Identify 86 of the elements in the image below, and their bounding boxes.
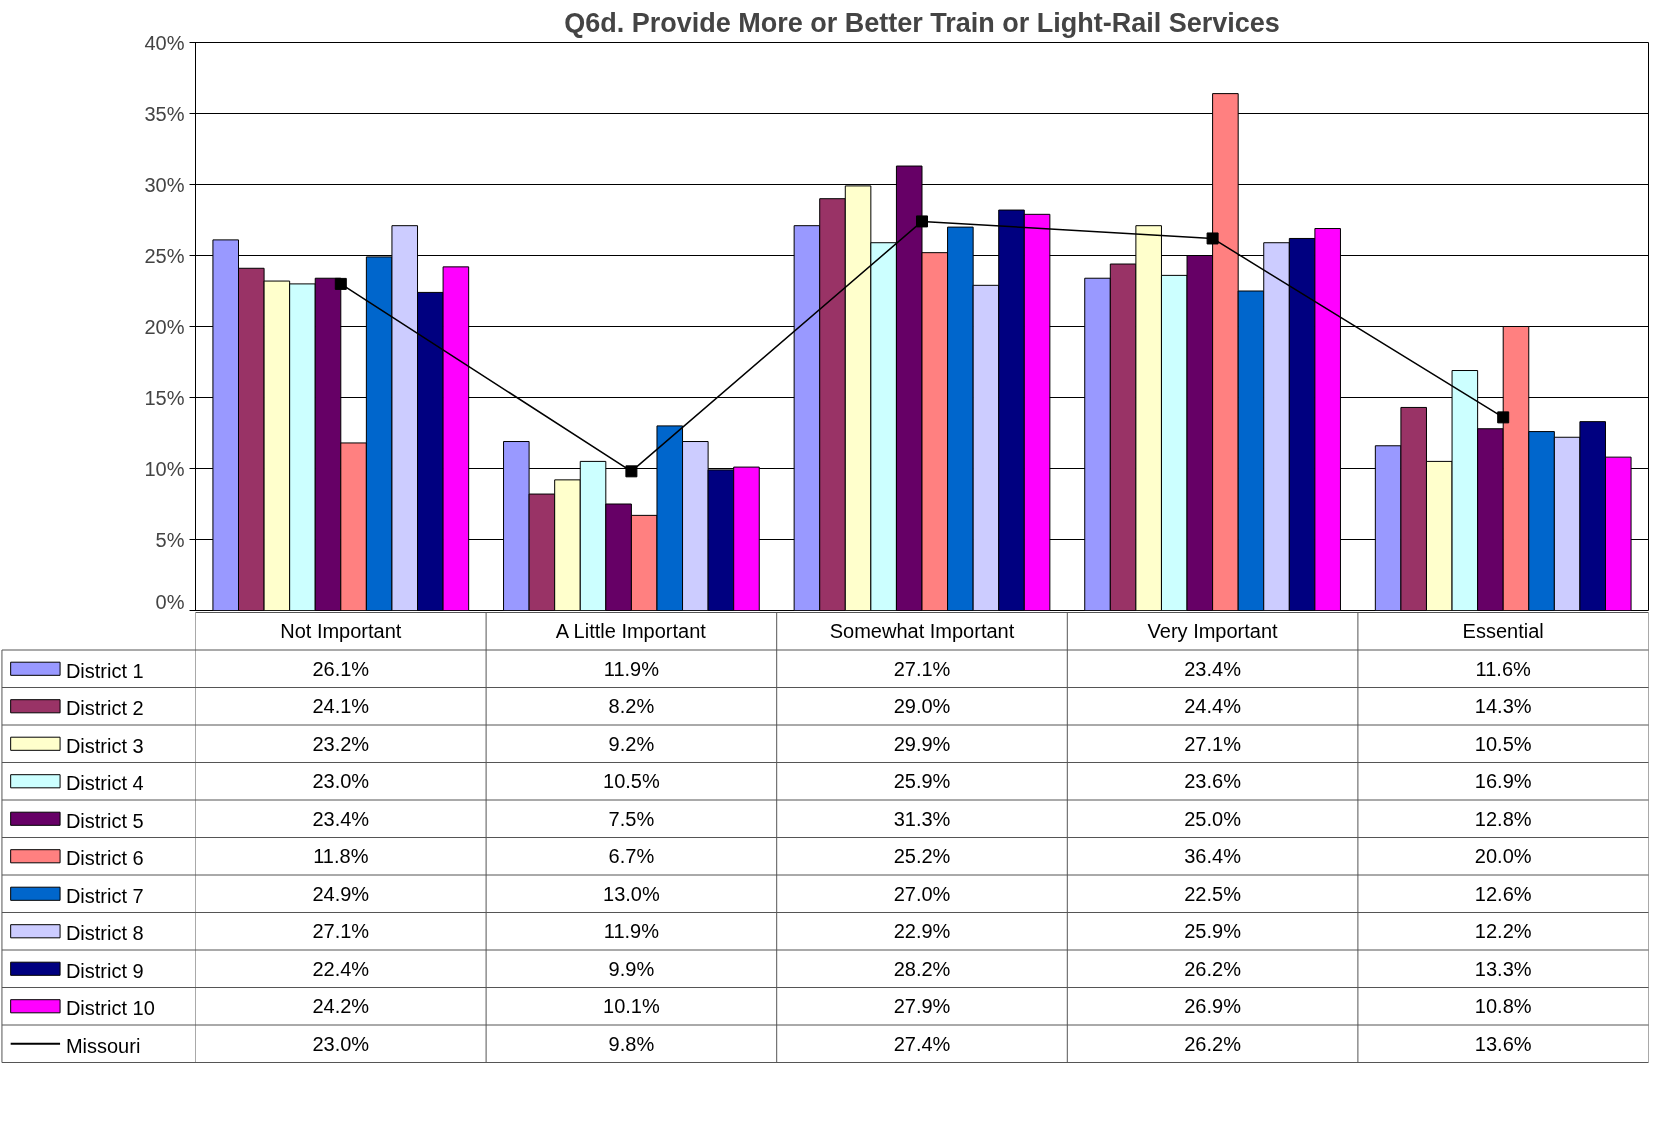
legend-label: District 7 (65, 884, 144, 907)
data-label: 23.4% (1184, 657, 1242, 680)
data-label: 11.8% (313, 845, 369, 868)
data-label: 27.4% (893, 1032, 951, 1055)
data-label: 9.8% (608, 1032, 655, 1055)
data-label: 10.1% (603, 995, 660, 1018)
x-tick-label: Essential (1462, 620, 1544, 643)
data-label: 16.9% (1474, 770, 1532, 793)
legend-label: District 2 (65, 697, 144, 720)
point (334, 277, 347, 290)
data-label: 29.9% (893, 732, 951, 755)
y-tick-label: 5% (155, 528, 185, 551)
data-label: 12.8% (1474, 807, 1532, 830)
y-tick-label: 0% (155, 590, 185, 613)
legend-label: District 6 (65, 847, 144, 870)
data-label: 27.1% (893, 657, 951, 680)
y-tick-label: 20% (144, 315, 185, 338)
x-tick-label: Not Important (280, 620, 402, 643)
data-label: 24.4% (1184, 695, 1242, 718)
data-label: 12.2% (1474, 920, 1532, 943)
data-label: 24.9% (312, 882, 370, 905)
point (625, 465, 638, 478)
data-label: 27.0% (893, 882, 951, 905)
data-label: 36.4% (1184, 845, 1242, 868)
data-label: 25.9% (893, 770, 951, 793)
data-label: 9.2% (608, 732, 655, 755)
y-tick-label: 15% (144, 386, 185, 409)
legend-label: District 4 (65, 772, 144, 795)
data-label: 10.5% (1474, 732, 1532, 755)
legend-label: District 10 (65, 997, 155, 1020)
point (1206, 232, 1219, 245)
data-label: 31.3% (893, 807, 951, 830)
data-label: 23.4% (312, 807, 370, 830)
data-label: 13.0% (603, 882, 660, 905)
legend-label: District 5 (65, 809, 144, 832)
data-label: 6.7% (608, 845, 655, 868)
data-label: 22.4% (312, 957, 370, 980)
data-label: 29.0% (893, 695, 951, 718)
legend-label: District 3 (65, 734, 144, 757)
data-label: 27.1% (312, 920, 370, 943)
data-label: 25.2% (893, 845, 951, 868)
data-label: 11.9% (603, 657, 660, 680)
data-label: 26.1% (312, 657, 370, 680)
data-label: 13.3% (1474, 957, 1532, 980)
data-label: 26.9% (1184, 995, 1242, 1018)
data-label: 23.6% (1184, 770, 1242, 793)
data-label: 14.3% (1474, 695, 1532, 718)
data-label: 28.2% (893, 957, 951, 980)
data-label: 23.2% (312, 732, 370, 755)
legend-label: District 8 (65, 922, 144, 945)
data-label: 24.2% (312, 995, 370, 1018)
data-label: 10.5% (603, 770, 660, 793)
data-label: 22.5% (1184, 882, 1242, 905)
y-tick-label: 10% (144, 457, 185, 480)
legend-label: District 9 (65, 959, 144, 982)
data-label: 10.8% (1474, 995, 1532, 1018)
data-label: 27.9% (893, 995, 951, 1018)
data-label: 11.6% (1475, 657, 1532, 680)
data-label: 12.6% (1474, 882, 1532, 905)
x-tick-label: A Little Important (555, 620, 707, 643)
chart-title: Q6d. Provide More or Better Train or Light-Rail Services (564, 7, 1280, 38)
data-label: 23.0% (312, 1032, 370, 1055)
point (916, 215, 928, 228)
data-label: 27.1% (1184, 732, 1242, 755)
data-label: 25.9% (1184, 920, 1242, 943)
y-tick-label: 25% (144, 244, 185, 267)
data-label: 25.0% (1184, 807, 1242, 830)
point (1497, 411, 1510, 424)
x-tick-label: Somewhat Important (829, 620, 1015, 643)
y-tick-label: 35% (144, 102, 185, 125)
data-label: 26.2% (1184, 1032, 1242, 1055)
y-tick-label: 40% (144, 31, 185, 54)
data-label: 26.2% (1184, 957, 1242, 980)
data-label: 13.6% (1474, 1032, 1532, 1055)
x-tick-label: Very Important (1147, 620, 1279, 643)
data-label: 7.5% (608, 807, 655, 830)
data-label: 11.9% (603, 920, 660, 943)
data-label: 20.0% (1474, 845, 1532, 868)
data-label: 22.9% (893, 920, 951, 943)
legend-label: Missouri (65, 1034, 141, 1057)
y-tick-label: 30% (144, 173, 185, 196)
legend-label: District 1 (65, 659, 144, 682)
data-label: 9.9% (608, 957, 655, 980)
data-label: 8.2% (608, 695, 655, 718)
data-label: 23.0% (312, 770, 370, 793)
data-label: 24.1% (312, 695, 370, 718)
